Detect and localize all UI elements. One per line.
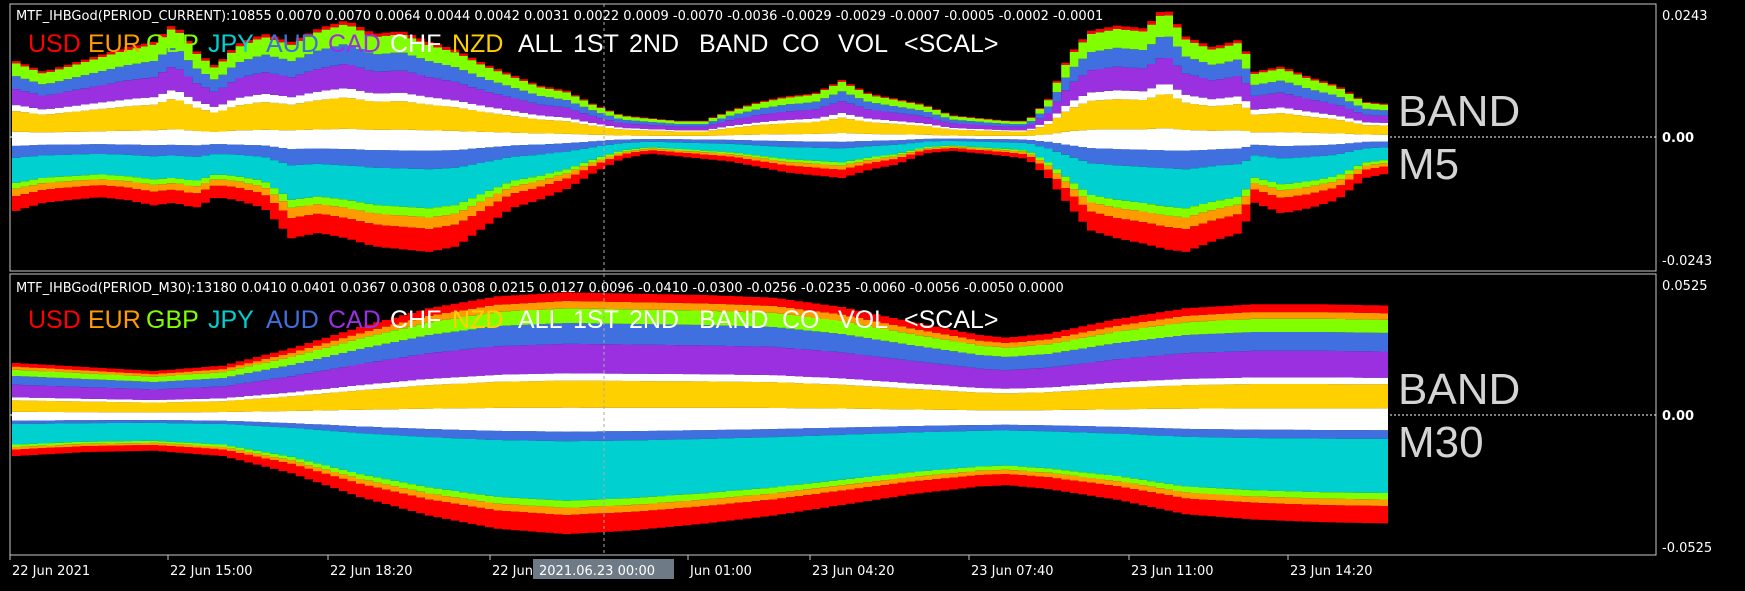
- band-chf-negative: [12, 415, 1388, 432]
- y-tick-bottom: -0.0243: [1662, 254, 1712, 269]
- indicator-pane-m5: MTF_IHBGod(PERIOD_CURRENT):10855 0.0070 …: [9, 3, 1712, 272]
- y-tick-top: 0.0243: [1662, 9, 1708, 24]
- toggle-button-1st[interactable]: 1ST: [573, 306, 619, 334]
- band-areas: [12, 292, 1388, 535]
- band-jpy-negative: [12, 422, 1388, 501]
- band-gbp-positive: [12, 15, 1388, 124]
- toggle-button-1st[interactable]: 1ST: [573, 30, 619, 58]
- timeframe-label: M5: [1398, 140, 1459, 189]
- toggle-button-cad[interactable]: CAD: [328, 306, 381, 334]
- band-aud-negative: [12, 420, 1388, 442]
- y-tick-zero: 0.00: [1662, 131, 1694, 146]
- toggle-button-nzd[interactable]: NZD: [452, 30, 503, 58]
- time-label: 22 Jun 15:00: [170, 564, 253, 579]
- y-tick-top: 0.0525: [1662, 279, 1708, 294]
- time-label: 23 Jun 04:20: [812, 564, 895, 579]
- toggle-button-nzd[interactable]: NZD: [452, 306, 503, 334]
- y-tick-bottom: -0.0525: [1662, 541, 1712, 556]
- band-aud-positive: [12, 323, 1388, 390]
- toggle-button-cad[interactable]: CAD: [328, 30, 381, 58]
- toggle-button-band[interactable]: BAND: [699, 30, 768, 58]
- mode-label: BAND: [1398, 365, 1520, 414]
- toggle-button-gbp[interactable]: GBP: [146, 306, 199, 334]
- band-gbp-negative: [12, 440, 1388, 508]
- toggle-button-all[interactable]: ALL: [518, 306, 563, 334]
- band-usd-negative: [12, 148, 1388, 252]
- band-gbp-positive: [12, 308, 1388, 382]
- toggle-button-vol[interactable]: VOL: [838, 306, 888, 334]
- toggle-button-all[interactable]: ALL: [518, 30, 563, 58]
- toggle-button-band[interactable]: BAND: [699, 306, 768, 334]
- toggle-button-scal[interactable]: <SCAL>: [904, 30, 999, 58]
- toggle-button-usd[interactable]: USD: [28, 306, 81, 334]
- toggle-button-2nd[interactable]: 2ND: [629, 30, 679, 58]
- indicator-header: MTF_IHBGod(PERIOD_M30):13180 0.0410 0.04…: [16, 281, 1064, 296]
- indicator-pane-m30: MTF_IHBGod(PERIOD_M30):13180 0.0410 0.04…: [9, 273, 1712, 556]
- mode-label: BAND: [1398, 87, 1520, 136]
- time-label: Jun 01:00: [689, 564, 752, 579]
- band-chf-negative: [12, 137, 1388, 151]
- crosshair-time-label: 2021.06.23 00:00: [539, 564, 655, 579]
- toggle-button-co[interactable]: CO: [782, 30, 820, 58]
- toggle-button-jpy[interactable]: JPY: [208, 30, 254, 58]
- toggle-button-aud[interactable]: AUD: [266, 30, 319, 58]
- band-nzd-positive: [12, 380, 1388, 413]
- band-cad-positive: [12, 58, 1388, 131]
- currency-button-bar: USD EUR GBP JPY AUD CAD CHF NZD ALL 1ST 2ND BAND CO V…: [28, 306, 999, 334]
- y-tick-zero: 0.00: [1662, 409, 1694, 424]
- toggle-button-usd[interactable]: USD: [28, 30, 81, 58]
- toggle-button-vol[interactable]: VOL: [838, 30, 888, 58]
- toggle-button-jpy[interactable]: JPY: [208, 306, 254, 334]
- time-label: 22 Jun 2021: [12, 564, 90, 579]
- toggle-button-eur[interactable]: EUR: [88, 306, 141, 334]
- time-axis: 22 Jun 2021 22 Jun 15:00 22 Jun 18:20 22 Ju…: [9, 555, 1373, 579]
- toggle-button-eur[interactable]: EUR: [88, 30, 141, 58]
- toggle-button-gbp[interactable]: GBP: [146, 30, 199, 58]
- time-label: 22 Jun 18:20: [330, 564, 413, 579]
- toggle-button-aud[interactable]: AUD: [266, 306, 319, 334]
- toggle-button-co[interactable]: CO: [782, 306, 820, 334]
- crosshair-time-box: [533, 559, 674, 579]
- time-label: 22 Jun: [492, 564, 533, 579]
- time-label: 23 Jun 14:20: [1290, 564, 1373, 579]
- band-usd-negative: [12, 445, 1388, 535]
- toggle-button-scal[interactable]: <SCAL>: [904, 306, 999, 334]
- time-label: 23 Jun 07:40: [971, 564, 1054, 579]
- time-label: 23 Jun 11:00: [1131, 564, 1214, 579]
- band-chf-positive: [12, 407, 1388, 415]
- timeframe-label: M30: [1398, 418, 1484, 467]
- band-eur-negative: [12, 442, 1388, 516]
- toggle-button-chf[interactable]: CHF: [390, 306, 441, 334]
- band-aud-positive: [12, 36, 1388, 127]
- indicator-header: MTF_IHBGod(PERIOD_CURRENT):10855 0.0070 …: [16, 9, 1103, 24]
- band-chf-positive: [12, 373, 1388, 403]
- band-cad-positive: [12, 343, 1388, 400]
- currency-button-bar: USD EUR GBP JPY AUD CAD CHF NZD ALL 1ST 2ND BAND CO V…: [28, 30, 999, 58]
- band-chf-positive: [12, 84, 1388, 132]
- toggle-button-chf[interactable]: CHF: [390, 30, 441, 58]
- toggle-button-2nd[interactable]: 2ND: [629, 306, 679, 334]
- band-areas: [12, 11, 1388, 252]
